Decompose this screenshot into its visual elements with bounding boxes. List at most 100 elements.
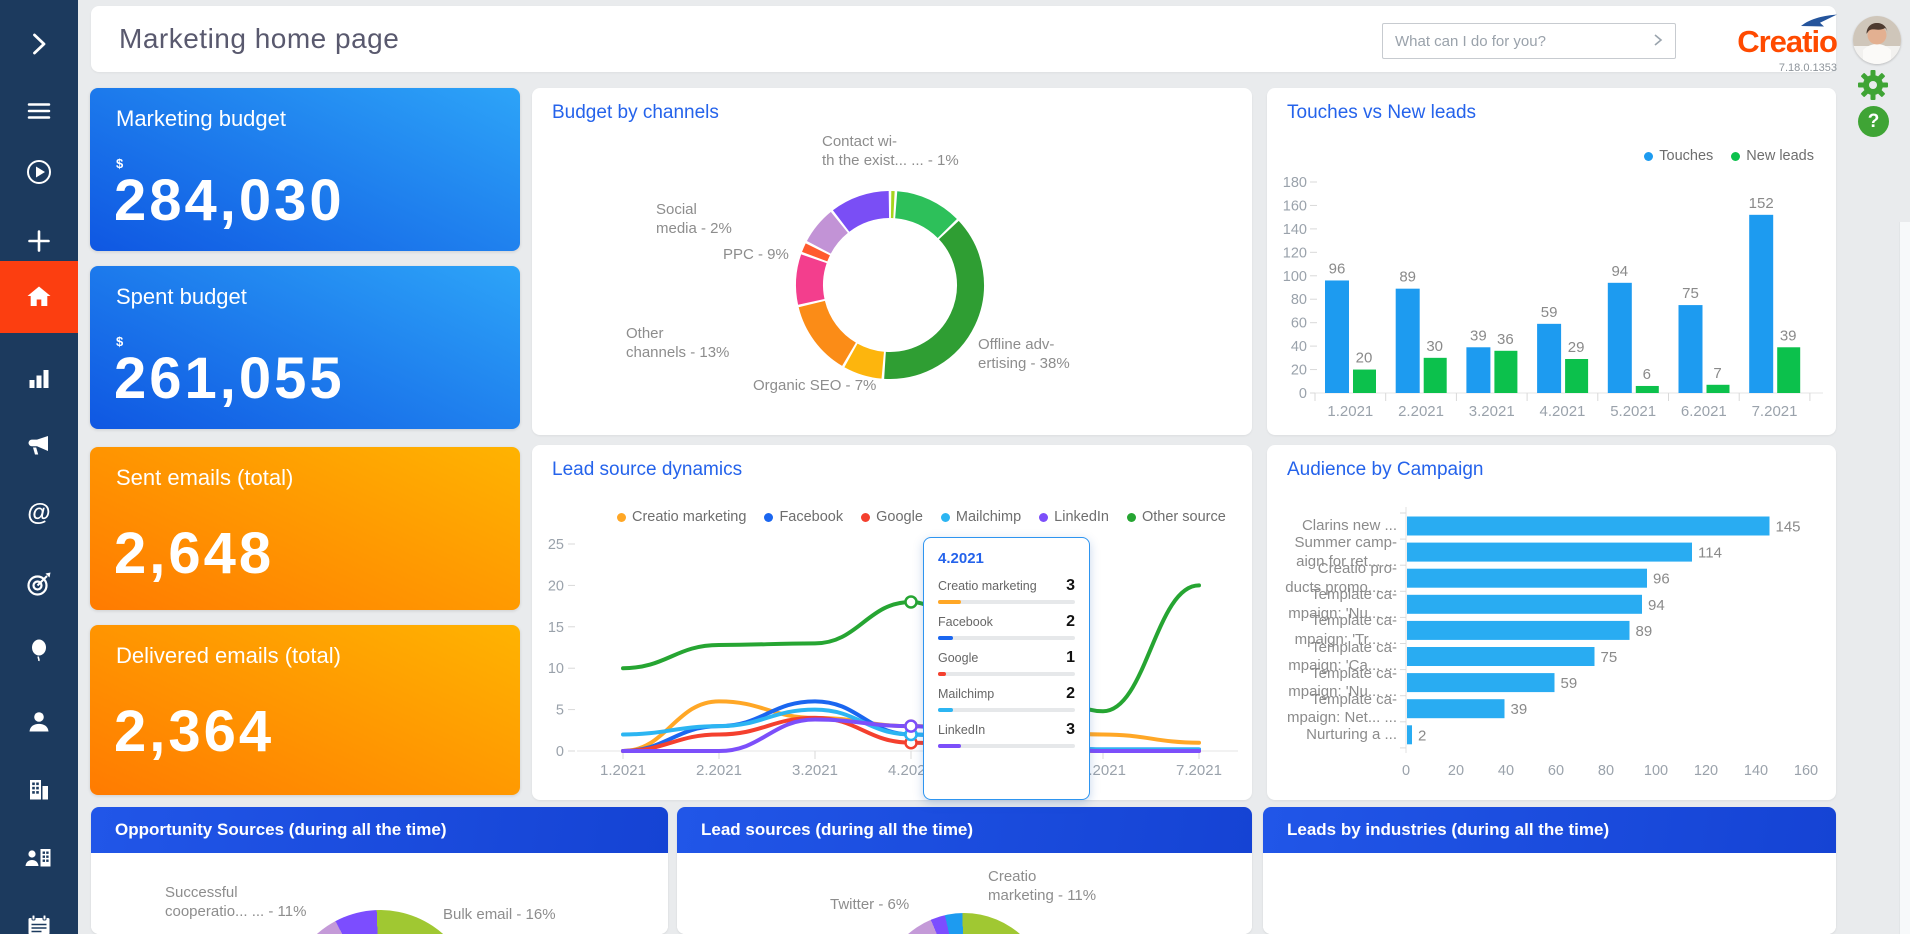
sidebar-item-at-sign[interactable]: @ xyxy=(0,486,78,542)
svg-text:2.2021: 2.2021 xyxy=(696,762,742,779)
pie-label: Twitter - 6% xyxy=(830,896,910,913)
app-version: 7.18.0.1353 xyxy=(1778,62,1837,74)
search-input[interactable] xyxy=(1383,32,1641,50)
tooltip-row: Mailchimp 2 xyxy=(938,685,1075,712)
sidebar-item-play-circle[interactable] xyxy=(0,144,78,200)
svg-text:1.2021: 1.2021 xyxy=(600,762,646,779)
sidebar-item-bar-chart[interactable] xyxy=(0,350,78,406)
svg-text:39: 39 xyxy=(1780,327,1797,344)
donut-slice-label: Social media - 2% xyxy=(656,201,732,237)
chart-legend: Touches New leads xyxy=(1644,148,1814,164)
legend-dot xyxy=(861,512,871,522)
svg-text:20: 20 xyxy=(1356,350,1373,367)
svg-text:89: 89 xyxy=(1636,623,1653,640)
sidebar-item-target[interactable] xyxy=(0,556,78,612)
svg-text:1.2021: 1.2021 xyxy=(1327,403,1373,420)
pie-label: Bulk email - 16% xyxy=(443,906,556,923)
tile-label: Marketing budget xyxy=(116,106,286,131)
sidebar-item-menu[interactable] xyxy=(0,83,78,139)
legend-item: Other source xyxy=(1126,509,1226,525)
svg-text:160: 160 xyxy=(1283,198,1307,214)
communication-panel: 2523 xyxy=(1836,0,1910,934)
pie-label: Creatio marketing - 11% xyxy=(988,868,1097,904)
svg-text:160: 160 xyxy=(1794,763,1818,779)
search-go-button[interactable] xyxy=(1641,24,1675,58)
svg-text:7.2021: 7.2021 xyxy=(1176,762,1222,779)
sidebar-item-person[interactable] xyxy=(0,694,78,750)
sidebar-item-plus[interactable] xyxy=(0,213,78,269)
svg-text:75: 75 xyxy=(1601,649,1618,666)
svg-text:5: 5 xyxy=(556,703,564,719)
right-panel-edge xyxy=(1899,222,1910,934)
sidebar-item-building[interactable] xyxy=(0,762,78,818)
svg-text:10: 10 xyxy=(548,661,564,677)
tooltip-row: Facebook 2 xyxy=(938,613,1075,640)
donut-slice-label: PPC - 9% xyxy=(723,246,789,263)
balloon-icon xyxy=(25,638,53,666)
legend-item: Mailchimp xyxy=(940,509,1021,525)
logo-text: Creatio xyxy=(1737,24,1838,59)
tile-spent-budget: Spent budget $ 261,055 xyxy=(90,266,520,429)
legend-item: LinkedIn xyxy=(1039,509,1109,525)
svg-text:25: 25 xyxy=(548,537,564,553)
people-building-icon xyxy=(23,843,55,873)
legend-dot xyxy=(1644,151,1654,161)
widget-header: Lead sources (during all the time) xyxy=(677,807,1252,853)
settings-gear-icon[interactable] xyxy=(1856,68,1890,102)
widget-leads-by-industries: Leads by industries (during all the time… xyxy=(1263,807,1836,934)
at-sign-icon: @ xyxy=(24,499,54,529)
svg-text:60: 60 xyxy=(1291,316,1307,332)
sidebar-item-calendar[interactable] xyxy=(0,898,78,934)
hbar-chart: 145 114 96 94 89 75 59 39 2 0 20 40 60 80 100 120 140 160… xyxy=(1267,445,1836,800)
help-icon[interactable]: ? xyxy=(1858,106,1889,137)
building-icon xyxy=(24,775,54,805)
tile-value: 2,364 xyxy=(114,699,275,764)
donut-slice-label: Offline adv-ertising - 38% xyxy=(978,336,1070,372)
tooltip-period: 4.2021 xyxy=(938,550,984,567)
page-title: Marketing home page xyxy=(119,23,400,54)
svg-text:2: 2 xyxy=(1418,727,1426,744)
sidebar-item-home[interactable] xyxy=(0,261,78,333)
donut-chart: Contact wi-th the exist... ... - 1% Offli… xyxy=(532,88,1252,435)
currency-prefix: $ xyxy=(116,334,124,349)
svg-text:6.2021: 6.2021 xyxy=(1080,762,1126,779)
svg-text:80: 80 xyxy=(1598,763,1614,779)
tile-value: 261,055 xyxy=(114,346,345,411)
svg-text:3.2021: 3.2021 xyxy=(792,762,838,779)
svg-text:140: 140 xyxy=(1744,763,1768,779)
svg-text:180: 180 xyxy=(1283,175,1307,191)
widget-header: Opportunity Sources (during all the time… xyxy=(91,807,668,853)
svg-text:30: 30 xyxy=(1426,338,1443,355)
svg-text:59: 59 xyxy=(1541,304,1558,321)
menu-icon xyxy=(25,97,53,125)
svg-text:2.2021: 2.2021 xyxy=(1398,403,1444,420)
sidebar-item-megaphone[interactable] xyxy=(0,418,78,474)
svg-text:120: 120 xyxy=(1283,245,1307,261)
sidebar-item-balloon[interactable] xyxy=(0,624,78,680)
svg-text:96: 96 xyxy=(1653,571,1670,588)
svg-text:100: 100 xyxy=(1283,269,1307,285)
tile-label: Delivered emails (total) xyxy=(116,643,341,668)
svg-text:94: 94 xyxy=(1611,263,1628,280)
person-icon xyxy=(25,708,53,736)
hbar-category-label: Template ca-mpaign: 'Tr... ... xyxy=(1294,612,1397,648)
svg-text:3.2021: 3.2021 xyxy=(1469,403,1515,420)
svg-text:152: 152 xyxy=(1749,195,1774,212)
svg-text:114: 114 xyxy=(1698,545,1722,562)
user-avatar[interactable] xyxy=(1853,16,1901,64)
tile-label: Sent emails (total) xyxy=(116,465,294,490)
svg-text:6.2021: 6.2021 xyxy=(1681,403,1727,420)
svg-text:39: 39 xyxy=(1470,327,1487,344)
chart-tooltip: 4.2021 Creatio marketing 3 Facebook 2 Google… xyxy=(923,537,1090,800)
sidebar-item-chevron-right[interactable] xyxy=(0,16,78,72)
chart-legend: Creatio marketing Facebook Google Mailchimp… xyxy=(617,509,1226,525)
svg-text:15: 15 xyxy=(548,620,564,636)
sidebar-item-people-building[interactable] xyxy=(0,830,78,886)
legend-dot xyxy=(1126,512,1136,522)
svg-text:40: 40 xyxy=(1498,763,1514,779)
svg-text:96: 96 xyxy=(1329,260,1346,277)
widget-header: Leads by industries (during all the time… xyxy=(1263,807,1836,853)
tooltip-row: Google 1 xyxy=(938,649,1075,676)
tile-sent-emails: Sent emails (total) 2,648 xyxy=(90,447,520,610)
